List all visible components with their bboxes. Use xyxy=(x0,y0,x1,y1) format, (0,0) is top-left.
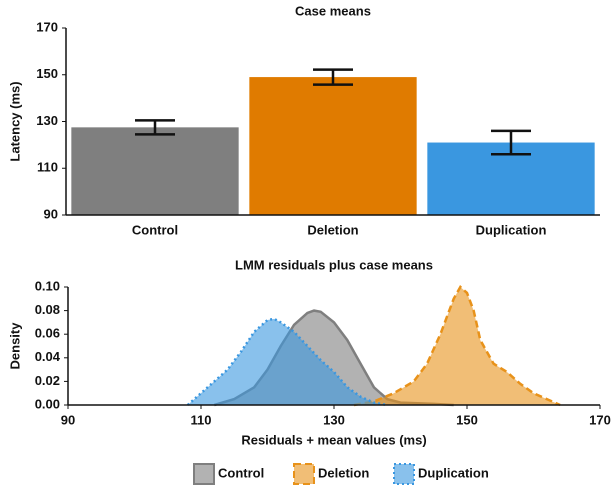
legend-label: Control xyxy=(218,465,264,480)
error-bar xyxy=(313,68,353,86)
x-tick-label: Deletion xyxy=(307,222,358,237)
y-tick-label: 90 xyxy=(44,206,58,221)
y-tick-label: 0.04 xyxy=(35,349,61,364)
y-tick-label: 0.10 xyxy=(35,278,60,293)
x-tick-label: Duplication xyxy=(476,222,547,237)
density-area xyxy=(186,317,388,407)
x-axis-label: Residuals + mean values (ms) xyxy=(241,432,426,447)
bar xyxy=(71,127,239,215)
x-tick-label: Control xyxy=(132,222,178,237)
x-tick-label: 130 xyxy=(323,412,345,427)
chart-title: LMM residuals plus case means xyxy=(235,257,433,272)
density-area xyxy=(353,285,561,407)
chart-title: Case means xyxy=(295,3,371,18)
y-axis-label: Latency (ms) xyxy=(7,81,22,161)
legend-swatch xyxy=(193,463,215,485)
legend-label: Deletion xyxy=(318,465,369,480)
y-tick-label: 0.06 xyxy=(35,326,60,341)
error-bar xyxy=(135,119,175,136)
x-tick-label: 150 xyxy=(456,412,478,427)
y-tick-label: 0.08 xyxy=(35,302,60,317)
y-tick-label: 0.02 xyxy=(35,373,60,388)
y-tick-label: 150 xyxy=(36,66,58,81)
x-tick-label: 110 xyxy=(191,412,212,427)
y-tick-label: 0.00 xyxy=(35,396,60,411)
legend-swatch xyxy=(393,463,415,485)
y-tick-label: 110 xyxy=(37,160,58,175)
y-tick-label: 130 xyxy=(36,113,58,128)
y-axis-label: Density xyxy=(7,322,22,370)
x-tick-label: 170 xyxy=(589,412,611,427)
legend-label: Duplication xyxy=(418,465,489,480)
bar xyxy=(249,77,417,216)
x-tick-label: 90 xyxy=(61,412,75,427)
y-tick-label: 170 xyxy=(36,19,58,34)
legend-swatch xyxy=(293,463,315,485)
error-bar xyxy=(491,129,531,156)
